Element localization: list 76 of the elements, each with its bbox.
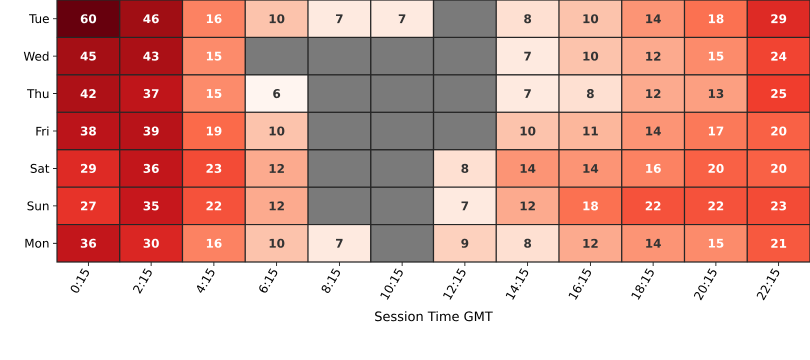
data-label: 10 xyxy=(583,52,598,61)
data-label: 14 xyxy=(520,164,536,173)
data-label: 22 xyxy=(646,201,660,210)
data-label: 10 xyxy=(583,14,598,24)
data-label: 8 xyxy=(586,89,594,98)
data-label: 60 xyxy=(80,14,96,24)
data-label: 14 xyxy=(646,238,661,248)
data-label: 12 xyxy=(646,89,660,98)
data-label: 25 xyxy=(771,89,786,98)
data-label: 37 xyxy=(144,89,158,98)
y-tick-label: Mon xyxy=(25,238,48,248)
data-label: 22 xyxy=(206,201,222,210)
data-label: 12 xyxy=(583,238,598,248)
data-label: 38 xyxy=(80,126,96,136)
data-label: 16 xyxy=(206,238,222,248)
data-label: 45 xyxy=(80,52,96,61)
data-label: 27 xyxy=(81,201,96,210)
data-label: 20 xyxy=(771,164,786,173)
data-label: 10 xyxy=(520,126,536,136)
data-label: 29 xyxy=(771,14,786,24)
data-label: 36 xyxy=(144,164,159,173)
x-axis-title: Session Time GMT xyxy=(375,311,493,322)
data-label: 8 xyxy=(524,14,532,24)
y-tick-label: Tue xyxy=(29,14,49,24)
data-label: 7 xyxy=(524,52,531,60)
data-label: 12 xyxy=(270,201,284,210)
data-label: 14 xyxy=(583,164,598,173)
data-label: 7 xyxy=(524,89,531,98)
data-label: 30 xyxy=(144,238,159,248)
data-label: 7 xyxy=(398,14,406,24)
y-tick-label: Thu xyxy=(26,88,48,98)
y-tick-label: Wed xyxy=(24,52,48,61)
data-label: 18 xyxy=(708,14,724,24)
data-label: 35 xyxy=(144,201,159,210)
data-label: 36 xyxy=(80,238,96,248)
data-label: 10 xyxy=(270,238,284,248)
data-label: 19 xyxy=(206,126,222,136)
data-label: 15 xyxy=(708,238,724,248)
data-label: 7 xyxy=(336,14,343,24)
data-label: 18 xyxy=(583,201,598,210)
data-label: 10 xyxy=(270,126,284,136)
data-label: 12 xyxy=(270,164,284,173)
data-label: 10 xyxy=(270,14,284,24)
data-label: 8 xyxy=(524,238,532,248)
y-tick-label: Sat xyxy=(30,164,50,173)
data-label: 12 xyxy=(520,201,535,210)
data-label: 14 xyxy=(646,14,661,24)
data-label: 12 xyxy=(646,52,660,61)
y-tick-label: Sun xyxy=(28,201,48,210)
data-label: 21 xyxy=(771,238,786,248)
data-label: 16 xyxy=(646,164,661,173)
data-label: 42 xyxy=(80,89,96,98)
data-label: 15 xyxy=(206,89,222,98)
data-label: 23 xyxy=(206,164,222,173)
data-label: 15 xyxy=(708,52,724,61)
data-label: 29 xyxy=(81,164,96,173)
data-label: 16 xyxy=(206,14,222,24)
data-label: 11 xyxy=(583,126,598,136)
y-tick-label: Fri xyxy=(36,126,48,136)
data-label: 15 xyxy=(206,52,222,61)
data-label: 23 xyxy=(771,201,786,210)
data-label: 20 xyxy=(771,126,786,136)
data-label: 22 xyxy=(708,201,724,210)
data-label: 7 xyxy=(336,238,343,248)
data-label: 17 xyxy=(708,126,724,136)
data-label: 43 xyxy=(143,52,158,61)
data-label: 6 xyxy=(273,89,280,98)
data-label: 46 xyxy=(143,14,159,24)
data-label: 14 xyxy=(646,126,661,136)
data-label: 24 xyxy=(771,52,786,61)
data-label: 13 xyxy=(708,89,724,98)
data-label: 7 xyxy=(462,202,468,210)
data-label: 20 xyxy=(708,164,724,173)
data-label: 8 xyxy=(461,164,468,173)
data-label: 39 xyxy=(144,126,159,136)
data-label: 9 xyxy=(461,238,468,248)
